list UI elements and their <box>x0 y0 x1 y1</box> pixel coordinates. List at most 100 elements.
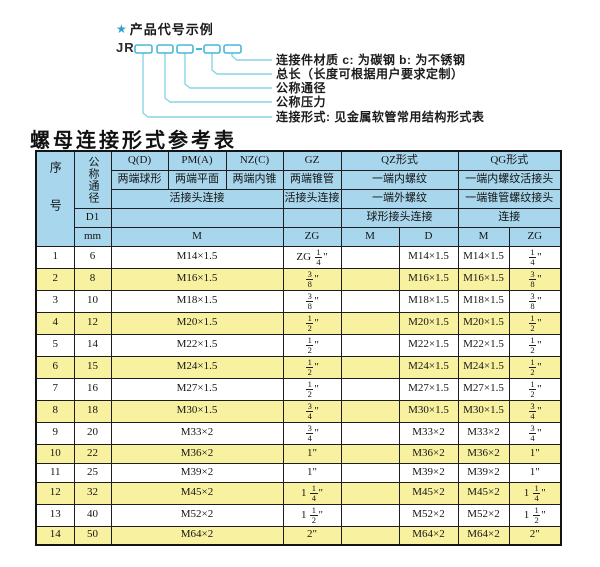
cell-qz-m <box>340 481 400 505</box>
header-sub-qz: 一端内螺纹 <box>340 169 459 190</box>
cell-dn-mm: 50 <box>73 525 112 546</box>
cell-zg: 3 4 " <box>282 421 342 445</box>
star-icon: ★ <box>116 21 128 36</box>
cell-dn-mm: 22 <box>73 443 112 464</box>
cell-qg-zg: 1 2 " <box>508 311 562 335</box>
cell-seq: 7 <box>35 377 75 401</box>
cell-m: M24×1.5 <box>110 355 284 379</box>
cell-qz-d: M20×1.5 <box>398 311 459 335</box>
header-mm: mm <box>73 226 112 247</box>
header-d1: D1 <box>73 207 112 228</box>
cell-qg-zg: 3 8 " <box>508 289 562 313</box>
cell-qg-m: M33×2 <box>457 421 510 445</box>
cell-qg-m: M36×2 <box>457 443 510 464</box>
cell-qg-zg: 1" <box>508 443 562 464</box>
header-union-left: 活接头连接 <box>110 188 284 209</box>
header-col-qg: QG形式 <box>457 150 562 171</box>
connector-line-material <box>231 53 272 61</box>
cell-zg: ZG 1 4 " <box>282 245 342 269</box>
cell-m: M16×1.5 <box>110 267 284 291</box>
cell-qz-d: M24×1.5 <box>398 355 459 379</box>
diagram-label-form: 连接形式: 见金属软管常用结构形式表 <box>276 110 485 124</box>
cell-seq: 13 <box>35 503 75 527</box>
cell-seq: 6 <box>35 355 75 379</box>
table-title: 螺母连接形式参考表 <box>30 130 237 152</box>
cell-qz-d: M36×2 <box>398 443 459 464</box>
table-row: 4 12 M20×1.5 1 2 " M20×1.5 M20×1.5 1 2 " <box>35 311 562 335</box>
cell-qz-d: M52×2 <box>398 503 459 527</box>
cell-qz-d: M22×1.5 <box>398 333 459 357</box>
header-ext-thread-qz: 一端外螺纹 <box>340 188 459 209</box>
connector-line-pressure <box>164 53 272 103</box>
header-row-2: 两端球形 两端平面 两端内锥 两端锥管 一端内螺纹 一端内螺纹活接头 <box>36 169 562 190</box>
cell-qg-zg: 1 1 2 " <box>508 503 562 527</box>
table-header: 序号 公称通径 Q(D) PM(A) NZ(C) GZ QZ形式 QG形式 两端… <box>35 150 562 247</box>
connector-line-form <box>142 53 272 118</box>
header-sub-gz: 两端锥管 <box>282 169 342 190</box>
cell-zg: 1" <box>282 462 342 483</box>
connector-line-length <box>211 53 272 75</box>
cell-zg: 1 1 2 " <box>282 503 342 527</box>
cell-m: M30×1.5 <box>110 399 284 423</box>
table-row: 7 16 M27×1.5 1 2 " M27×1.5 M27×1.5 1 2 " <box>35 377 562 401</box>
product-code-diagram-graphic <box>134 44 272 118</box>
cell-qz-m <box>340 399 400 423</box>
header-unit-m: M <box>110 226 284 247</box>
cell-qg-m: M20×1.5 <box>457 311 510 335</box>
cell-qg-zg: 3 4 " <box>508 421 562 445</box>
cell-qg-m: M16×1.5 <box>457 267 510 291</box>
diagram-label-material: 连接件材质 c: 为碳钢 b: 为不锈钢 <box>276 53 466 67</box>
cell-qz-m <box>340 503 400 527</box>
cell-m: M18×1.5 <box>110 289 284 313</box>
header-blank-m <box>110 207 284 228</box>
header-unit-qz-d: D <box>398 226 459 247</box>
cell-dn-mm: 40 <box>73 503 112 527</box>
cell-qz-m <box>340 311 400 335</box>
cell-seq: 14 <box>35 525 75 546</box>
table-row: 9 20 M33×2 3 4 " M33×2 M33×2 3 4 " <box>35 421 562 445</box>
cell-m: M45×2 <box>110 481 284 505</box>
cell-zg: 1 2 " <box>282 333 342 357</box>
cell-dn-mm: 6 <box>73 245 112 269</box>
table-row: 12 32 M45×2 1 1 4 " M45×2 M45×2 1 1 4 " <box>35 481 562 505</box>
cell-m: M22×1.5 <box>110 333 284 357</box>
cell-dn-mm: 16 <box>73 377 112 401</box>
cell-zg: 1 2 " <box>282 377 342 401</box>
cell-m: M39×2 <box>110 462 284 483</box>
cell-qg-m: M18×1.5 <box>457 289 510 313</box>
table-row: 13 40 M52×2 1 1 2 " M52×2 M52×2 1 1 2 " <box>35 503 562 527</box>
cell-qg-zg: 1 4 " <box>508 245 562 269</box>
code-prefix: JR <box>116 40 135 55</box>
cell-qg-zg: 1 2 " <box>508 355 562 379</box>
cell-qz-m <box>340 525 400 546</box>
header-col-qd: Q(D) <box>110 150 169 171</box>
cell-zg: 1 2 " <box>282 355 342 379</box>
cell-dn-mm: 18 <box>73 399 112 423</box>
cell-zg: 3 8 " <box>282 289 342 313</box>
code-box-3 <box>176 44 194 54</box>
cell-dn-mm: 10 <box>73 289 112 313</box>
header-unit-qg-zg: ZG <box>508 226 562 247</box>
cell-dn-mm: 25 <box>73 462 112 483</box>
cell-qz-m <box>340 333 400 357</box>
cell-qz-d: M45×2 <box>398 481 459 505</box>
cell-qg-m: M24×1.5 <box>457 355 510 379</box>
cell-seq: 3 <box>35 289 75 313</box>
cell-m: M14×1.5 <box>110 245 284 269</box>
cell-qz-d: M39×2 <box>398 462 459 483</box>
diagram-label-length: 总长（长度可根据用户要求定制） <box>276 67 464 81</box>
cell-qg-m: M52×2 <box>457 503 510 527</box>
cell-seq: 12 <box>35 481 75 505</box>
cell-qz-d: M18×1.5 <box>398 289 459 313</box>
table-row: 10 22 M36×2 1" M36×2 M36×2 1" <box>35 443 562 464</box>
cell-dn-mm: 12 <box>73 311 112 335</box>
